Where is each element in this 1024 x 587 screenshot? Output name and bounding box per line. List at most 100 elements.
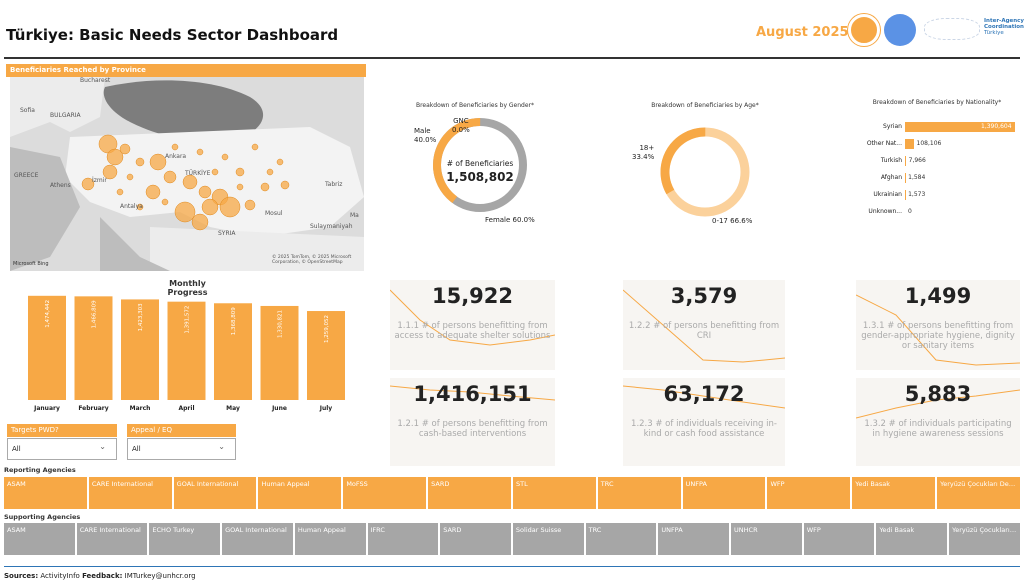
kpi-label: 1.3.1 # of persons benefitting from gend…: [861, 321, 1015, 351]
un-logo-icon: [884, 14, 916, 46]
nationality-label: Ukrainian: [873, 191, 902, 198]
nationality-row[interactable]: Unknown... 0: [840, 205, 1020, 219]
agency-chip[interactable]: TRC: [597, 477, 681, 509]
nationality-row[interactable]: Ukrainian 1,573: [840, 188, 1020, 202]
kpi-value: 5,883: [904, 382, 972, 406]
kpi-card-hygiene-sessions[interactable]: 5,883 1.3.2 # of individuals participati…: [856, 378, 1020, 466]
agency-chip[interactable]: MoFSS: [343, 477, 427, 509]
nationality-row[interactable]: Other Nat... 108,106: [840, 137, 1020, 151]
nationality-value: 1,573: [908, 191, 926, 198]
gender-center-label: # of Beneficiaries: [446, 159, 514, 168]
map-label-turkiye: TÜRKİYE: [185, 170, 211, 177]
agency-chip[interactable]: Human Appeal: [258, 477, 342, 509]
kpi-card-cri[interactable]: 3,579 1.2.2 # of persons benefitting fro…: [623, 280, 785, 370]
nationality-value: 1,584: [908, 174, 926, 181]
bar-march[interactable]: [121, 299, 159, 400]
slicer-title-appeal-eq: Appeal / EQ: [127, 424, 236, 437]
bar-may[interactable]: [214, 303, 252, 400]
report-month: August 2025: [756, 25, 849, 40]
bar-july[interactable]: [307, 311, 345, 400]
agency-chip[interactable]: IFRC: [367, 523, 439, 555]
agency-chip[interactable]: SARD: [428, 477, 511, 509]
age-donut[interactable]: [655, 122, 755, 222]
agency-chip[interactable]: Yedi Basak: [852, 477, 936, 509]
nationality-label: Other Nat...: [866, 140, 902, 147]
feedback-email-link[interactable]: IMTurkey@unhcr.org: [124, 572, 196, 580]
kpi-sparkline: [623, 289, 785, 363]
kpi-card-food[interactable]: 63,172 1.2.3 # of individuals receiving …: [623, 378, 785, 466]
nationality-bars[interactable]: Syrian 1,390,604 Other Nat... 108,106 Turkis…: [840, 120, 1020, 220]
footer: Sources: ActivityInfo Feedback: IMTurkey…: [4, 572, 196, 580]
kpi-sparkline: [856, 294, 1020, 366]
map-label-sofia: Sofia: [20, 107, 35, 114]
map-bubbles: [81, 134, 290, 231]
agency-chip[interactable]: Yeryüzü Çocukları Der...: [949, 523, 1020, 555]
slicer-value: All: [12, 445, 21, 453]
kpi-value: 15,922: [431, 284, 514, 308]
bar-april[interactable]: [167, 301, 206, 400]
map-title: Beneficiaries Reached by Province: [6, 64, 366, 77]
kpi-value: 3,579: [670, 284, 738, 308]
agency-chip[interactable]: GOAL International: [173, 477, 257, 509]
monthly-progress-chart[interactable]: 1,474,442 January 1,466,809 February 1,423,3…: [20, 290, 355, 415]
nationality-row[interactable]: Syrian 1,390,604: [840, 120, 1020, 134]
nationality-chart-title: Breakdown of Beneficiaries by Nationalit…: [872, 99, 1002, 106]
map-label-mosul: Mosul: [265, 210, 283, 217]
reporting-agencies-title: Reporting Agencies: [4, 466, 76, 474]
kpi-value: 1,416,151: [413, 382, 532, 406]
slicer-value: All: [132, 445, 141, 453]
bar-february[interactable]: [74, 296, 113, 400]
map-label-ma: Ma: [350, 212, 359, 219]
agency-chip[interactable]: CARE International: [76, 523, 148, 555]
agency-chip[interactable]: GOAL International: [222, 523, 293, 555]
bar-data-label: 1,330,821: [278, 310, 284, 338]
agency-chip[interactable]: ASAM: [4, 477, 87, 509]
nationality-label: Unknown...: [868, 208, 902, 215]
map-canvas: [10, 77, 364, 271]
province-map[interactable]: Bucharest Sofia BULGARIA GREECE Athens A…: [10, 77, 364, 271]
kpi-card-hygiene-items[interactable]: 1,499 1.3.1 # of persons benefitting fro…: [856, 280, 1020, 370]
agency-chip[interactable]: WFP: [803, 523, 875, 555]
bar-june[interactable]: [260, 305, 299, 400]
map-label-izmir: İzmir: [92, 177, 107, 184]
gender-male-arc: [433, 118, 527, 212]
agency-chip[interactable]: UNFPA: [682, 477, 766, 509]
gender-gnc-label: GNC 0.0%: [452, 117, 470, 134]
agency-chip[interactable]: SARD: [440, 523, 511, 555]
category-label: April: [178, 405, 194, 412]
bar-january[interactable]: [28, 295, 66, 400]
agency-chip[interactable]: TRC: [585, 523, 657, 555]
turkiye-map-logo-icon: [924, 18, 980, 40]
map-label-tabriz: Tabriz: [325, 181, 343, 188]
agency-chip[interactable]: UNHCR: [731, 523, 802, 555]
nationality-bar: [905, 156, 906, 166]
kpi-sparkline: [856, 389, 1020, 419]
agency-chip[interactable]: CARE International: [88, 477, 172, 509]
slicer-targets-pwd-dropdown[interactable]: All ⌄: [7, 438, 117, 460]
gender-center-value: 1,508,802: [446, 170, 514, 184]
kpi-card-cash[interactable]: 1,416,151 1.2.1 # of persons benefitting…: [390, 378, 555, 466]
agency-chip[interactable]: Solidar Suisse: [512, 523, 584, 555]
map-label-sulaymaniyah: Sulaymaniyah: [310, 223, 353, 230]
kpi-label: 1.2.1 # of persons benefitting from cash…: [397, 419, 548, 439]
map-label-ankara: Ankara: [165, 153, 187, 160]
nationality-row[interactable]: Afghan 1,584: [840, 171, 1020, 185]
bing-logo-icon: Microsoft Bing: [13, 261, 49, 267]
nationality-label: Turkish: [880, 157, 902, 164]
map-label-greece: GREECE: [14, 172, 39, 179]
agency-chip[interactable]: Human Appeal: [294, 523, 366, 555]
agency-chip[interactable]: Yedi Basak: [876, 523, 948, 555]
nationality-row[interactable]: Turkish 7,966: [840, 154, 1020, 168]
gender-donut[interactable]: [430, 115, 530, 217]
footer-divider: [4, 566, 1020, 567]
agency-chip[interactable]: WFP: [767, 477, 851, 509]
kpi-card-shelter[interactable]: 15,922 1.1.1 # of persons benefitting fr…: [390, 280, 555, 370]
agency-chip[interactable]: Yeryüzü Çocukları Der...: [937, 477, 1020, 509]
agency-chip[interactable]: STL: [512, 477, 596, 509]
slicer-appeal-eq-dropdown[interactable]: All ⌄: [127, 438, 236, 460]
sources-text: ActivityInfo: [40, 572, 80, 580]
agency-chip[interactable]: UNFPA: [658, 523, 730, 555]
agency-chip[interactable]: ASAM: [4, 523, 75, 555]
kpi-label: 1.2.3 # of individuals receiving in-kind…: [631, 419, 777, 439]
agency-chip[interactable]: ECHO Turkey: [149, 523, 221, 555]
